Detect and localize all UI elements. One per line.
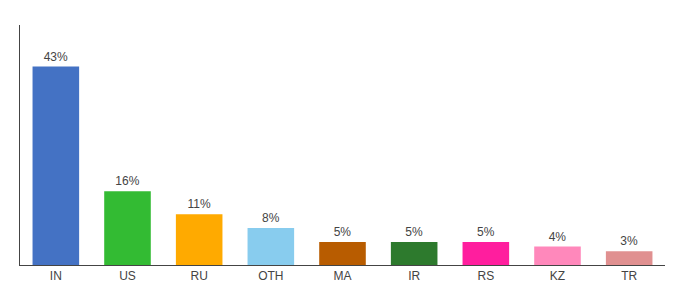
svg-text:8%: 8% bbox=[262, 211, 280, 225]
svg-text:5%: 5% bbox=[477, 225, 495, 239]
svg-text:OTH: OTH bbox=[258, 269, 283, 283]
svg-text:RS: RS bbox=[477, 269, 494, 283]
svg-text:US: US bbox=[119, 269, 136, 283]
svg-text:3%: 3% bbox=[620, 234, 638, 248]
svg-text:IR: IR bbox=[408, 269, 420, 283]
svg-text:KZ: KZ bbox=[550, 269, 565, 283]
svg-text:4%: 4% bbox=[549, 230, 567, 244]
svg-text:5%: 5% bbox=[405, 225, 423, 239]
svg-text:16%: 16% bbox=[115, 174, 139, 188]
svg-text:5%: 5% bbox=[334, 225, 352, 239]
svg-text:IN: IN bbox=[50, 269, 62, 283]
svg-text:43%: 43% bbox=[44, 50, 68, 64]
svg-text:TR: TR bbox=[621, 269, 637, 283]
svg-text:MA: MA bbox=[334, 269, 352, 283]
svg-text:11%: 11% bbox=[187, 197, 210, 211]
svg-text:RU: RU bbox=[190, 269, 207, 283]
